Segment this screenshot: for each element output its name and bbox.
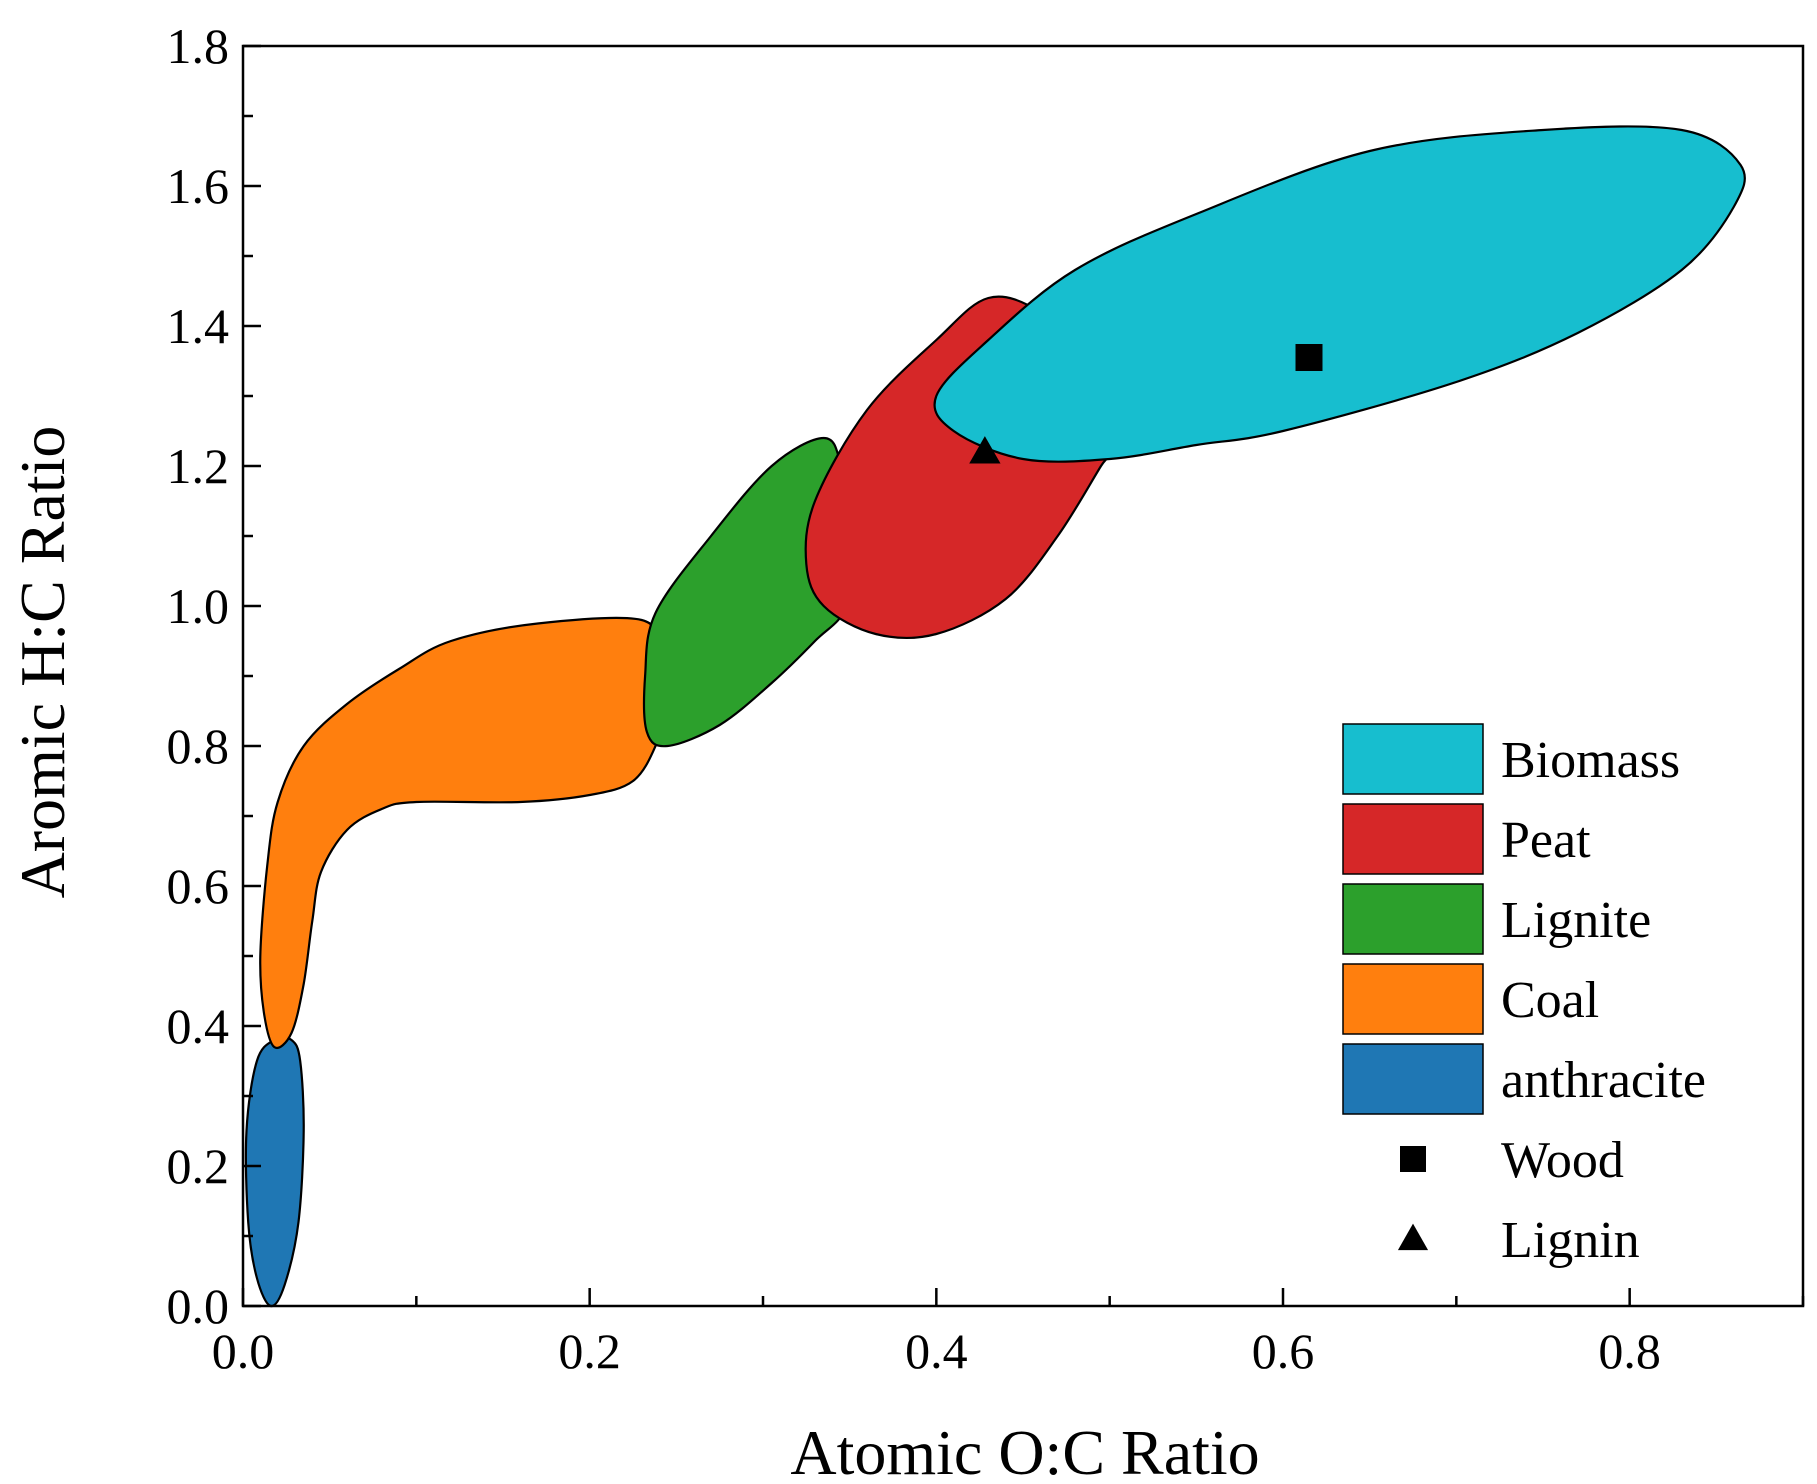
legend-marker-lignin <box>1397 1223 1429 1251</box>
legend-item-peat: Peat <box>1342 803 1591 875</box>
y-tick-label: 0.0 <box>167 1278 230 1334</box>
legend-item-lignin: Lignin <box>1397 1212 1640 1269</box>
regions-layer <box>244 125 1746 1308</box>
x-tick-label: 0.0 <box>212 1323 275 1379</box>
legend: Biomass Peat Lignite Coal anthracite Wood Lign… <box>1342 723 1706 1269</box>
legend-swatch-lignite <box>1342 883 1484 955</box>
legend-swatch-biomass <box>1342 723 1484 795</box>
legend-item-lignite: Lignite <box>1342 883 1651 955</box>
y-tick-label: 1.4 <box>167 298 230 354</box>
y-axis-title: Aromic H:C Ratio <box>7 426 78 899</box>
legend-label-lignin: Lignin <box>1501 1212 1640 1269</box>
y-tick-label: 0.2 <box>167 1138 230 1194</box>
x-tick-label: 0.4 <box>905 1323 968 1379</box>
axes-layer: 0.0 0.2 0.4 0.6 0.8 0.0 0.2 0.4 0.6 0.8 1.0 1.2 1.4 1… <box>167 18 1805 1379</box>
points-layer <box>969 344 1323 464</box>
x-axis-title: Atomic O:C Ratio <box>790 1417 1259 1484</box>
x-tick-label: 0.2 <box>558 1323 621 1379</box>
legend-label-lignite: Lignite <box>1501 892 1651 949</box>
legend-item-biomass: Biomass <box>1342 723 1680 795</box>
x-tick-label: 0.8 <box>1598 1323 1661 1379</box>
legend-item-coal: Coal <box>1342 963 1599 1035</box>
x-tick-label: 0.6 <box>1252 1323 1315 1379</box>
y-tick-label: 1.0 <box>167 578 230 634</box>
region-anthracite <box>244 1036 305 1308</box>
legend-item-anthracite: anthracite <box>1342 1043 1706 1115</box>
legend-item-wood: Wood <box>1400 1132 1624 1189</box>
region-biomass <box>933 125 1746 463</box>
y-tick-label: 1.2 <box>167 438 230 494</box>
point-lignin <box>969 436 1001 464</box>
point-wood <box>1295 344 1323 371</box>
y-tick-label: 0.8 <box>167 718 230 774</box>
legend-label-anthracite: anthracite <box>1501 1052 1706 1109</box>
legend-label-coal: Coal <box>1501 972 1599 1029</box>
legend-swatch-anthracite <box>1342 1043 1484 1115</box>
legend-label-peat: Peat <box>1501 812 1591 869</box>
legend-swatch-coal <box>1342 963 1484 1035</box>
y-tick-label: 1.8 <box>167 18 230 74</box>
y-tick-label: 0.6 <box>167 858 230 914</box>
legend-swatch-peat <box>1342 803 1484 875</box>
legend-label-wood: Wood <box>1501 1132 1624 1189</box>
legend-label-biomass: Biomass <box>1501 732 1680 789</box>
legend-marker-wood <box>1400 1146 1426 1172</box>
y-tick-label: 1.6 <box>167 158 230 214</box>
y-tick-label: 0.4 <box>167 998 230 1054</box>
region-coal <box>259 616 666 1049</box>
